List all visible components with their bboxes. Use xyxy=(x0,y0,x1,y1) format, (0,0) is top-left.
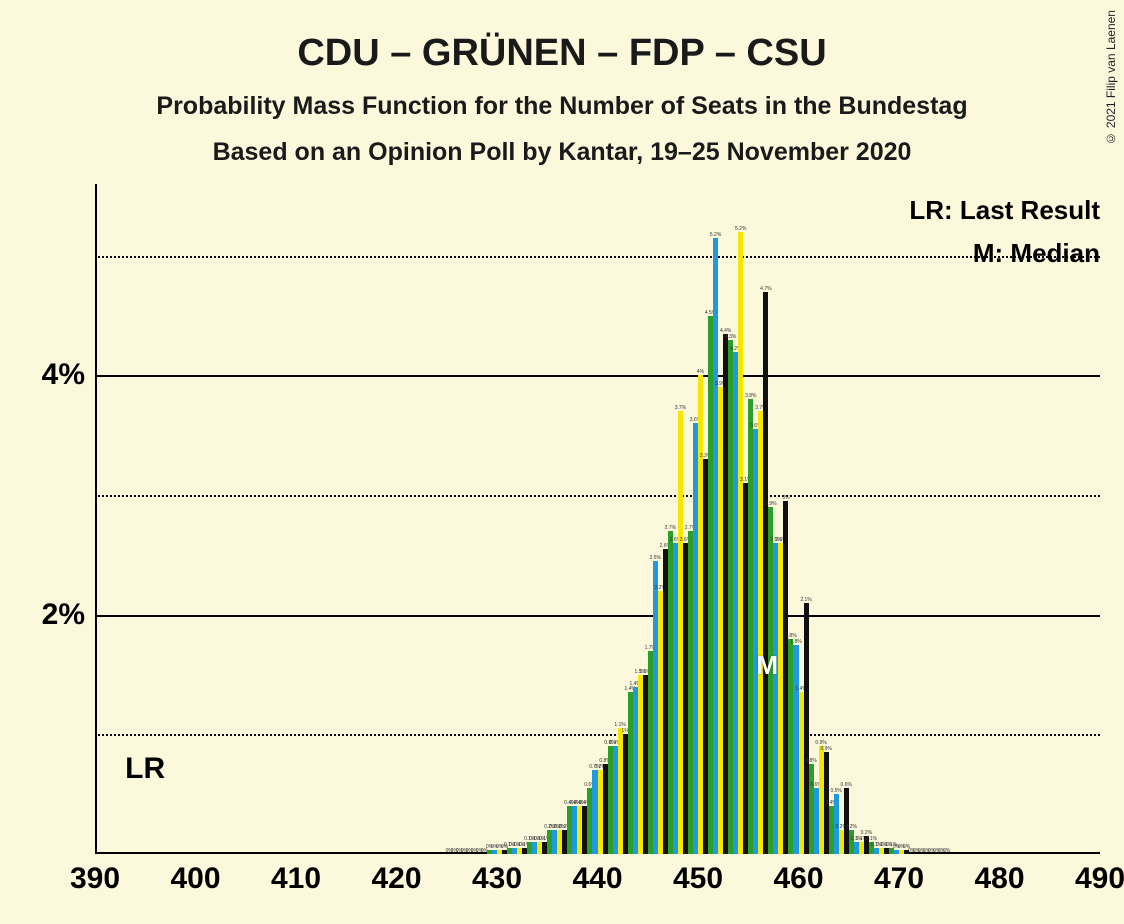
chart-title: CDU – GRÜNEN – FDP – CSU xyxy=(0,32,1124,75)
bar-value-label: 3.8% xyxy=(745,393,756,399)
bar-value-label: 2.1% xyxy=(800,597,811,603)
x-tick-label: 460 xyxy=(773,862,823,896)
gridline-minor xyxy=(95,734,1100,736)
bar-value-label: 0.5% xyxy=(830,788,841,794)
gridline-minor xyxy=(95,495,1100,497)
x-tick-label: 430 xyxy=(472,862,522,896)
x-tick-label: 480 xyxy=(974,862,1024,896)
bar-value-label: 0.6% xyxy=(841,782,852,788)
bar-cluster: 0.1%0%0%0% xyxy=(889,848,909,854)
lr-marker: LR xyxy=(125,752,165,786)
bar-value-label: 0% xyxy=(943,848,950,854)
bar-cluster: 2.7%3.6%4%3.3% xyxy=(688,375,708,854)
bar-value-label: 4.7% xyxy=(760,286,771,292)
bar-cluster: 0%0%0%0% xyxy=(487,850,507,854)
bar-cluster: 0.1%0.1%0.1%0.1% xyxy=(527,842,547,854)
bar-cluster: 3.8%3.6%3.7%4.7% xyxy=(748,292,768,854)
plot-area: 2%4%3904004104204304404504604704804900%0… xyxy=(95,184,1100,854)
bar-value-label: 0.2% xyxy=(846,824,857,830)
bar-value-label: 2.5% xyxy=(650,555,661,561)
x-tick-label: 400 xyxy=(170,862,220,896)
x-tick-label: 490 xyxy=(1075,862,1124,896)
chart-subtitle-2: Based on an Opinion Poll by Kantar, 19–2… xyxy=(0,138,1124,167)
bar-value-label: 3.7% xyxy=(675,405,686,411)
bar-value-label: 5.2% xyxy=(710,232,721,238)
bar-cluster: 1.8%1.8%1.4%2.1% xyxy=(788,603,808,854)
bar-cluster: 0.9%0.9%1.1%1% xyxy=(608,728,628,854)
bar-value-label: 0.9% xyxy=(820,746,831,752)
bar-cluster: 0.6%0.7%0.7%0.8% xyxy=(587,764,607,854)
bar-value-label: 4% xyxy=(697,369,704,375)
bar-value-label: 0.8% xyxy=(805,758,816,764)
y-tick-label: 2% xyxy=(42,598,85,632)
bar-cluster: 1.4%1.4%1.5%1.5% xyxy=(628,675,648,854)
x-tick-label: 470 xyxy=(874,862,924,896)
bar-cluster: 1.7%2.5%2.2%2.6% xyxy=(648,549,668,854)
bar-value-label: 5.2% xyxy=(735,226,746,232)
bar-cluster: 0.4%0.4%0.4%0.4% xyxy=(567,806,587,854)
y-axis xyxy=(95,184,97,854)
bar-value-label: 4.3% xyxy=(725,334,736,340)
y-tick-label: 4% xyxy=(42,358,85,392)
gridline-major xyxy=(95,375,1100,377)
bar-cluster: 0.4%0.5%0.2%0.6% xyxy=(829,788,849,854)
bar-cluster: 0.1%0.1%0.1%0.1% xyxy=(507,848,527,854)
median-marker: M xyxy=(756,650,778,681)
bar-cluster: 4.3%4.2%5.2%3.1% xyxy=(728,232,748,854)
bar-cluster: 4.5%5.2%3.9%4.4% xyxy=(708,238,728,854)
bar-value-label: 2.9% xyxy=(765,501,776,507)
x-tick-label: 390 xyxy=(70,862,120,896)
chart-canvas: CDU – GRÜNEN – FDP – CSU Probability Mas… xyxy=(0,0,1124,924)
bar-value-label: 1.8% xyxy=(790,639,801,645)
x-tick-label: 420 xyxy=(371,862,421,896)
x-tick-label: 410 xyxy=(271,862,321,896)
bar-value-label: 2.7% xyxy=(665,525,676,531)
bar-value-label: 3% xyxy=(782,495,789,501)
bar-cluster: 0.2%0.2%0.2%0.2% xyxy=(547,830,567,854)
x-tick-label: 450 xyxy=(673,862,723,896)
bar-cluster: 2.7%2.6%3.7%2.6% xyxy=(668,411,688,854)
copyright-text: © 2021 Filip van Laenen xyxy=(1104,10,1118,145)
gridline-major xyxy=(95,615,1100,617)
chart-subtitle-1: Probability Mass Function for the Number… xyxy=(0,92,1124,121)
gridline-minor xyxy=(95,256,1100,258)
x-tick-label: 440 xyxy=(572,862,622,896)
